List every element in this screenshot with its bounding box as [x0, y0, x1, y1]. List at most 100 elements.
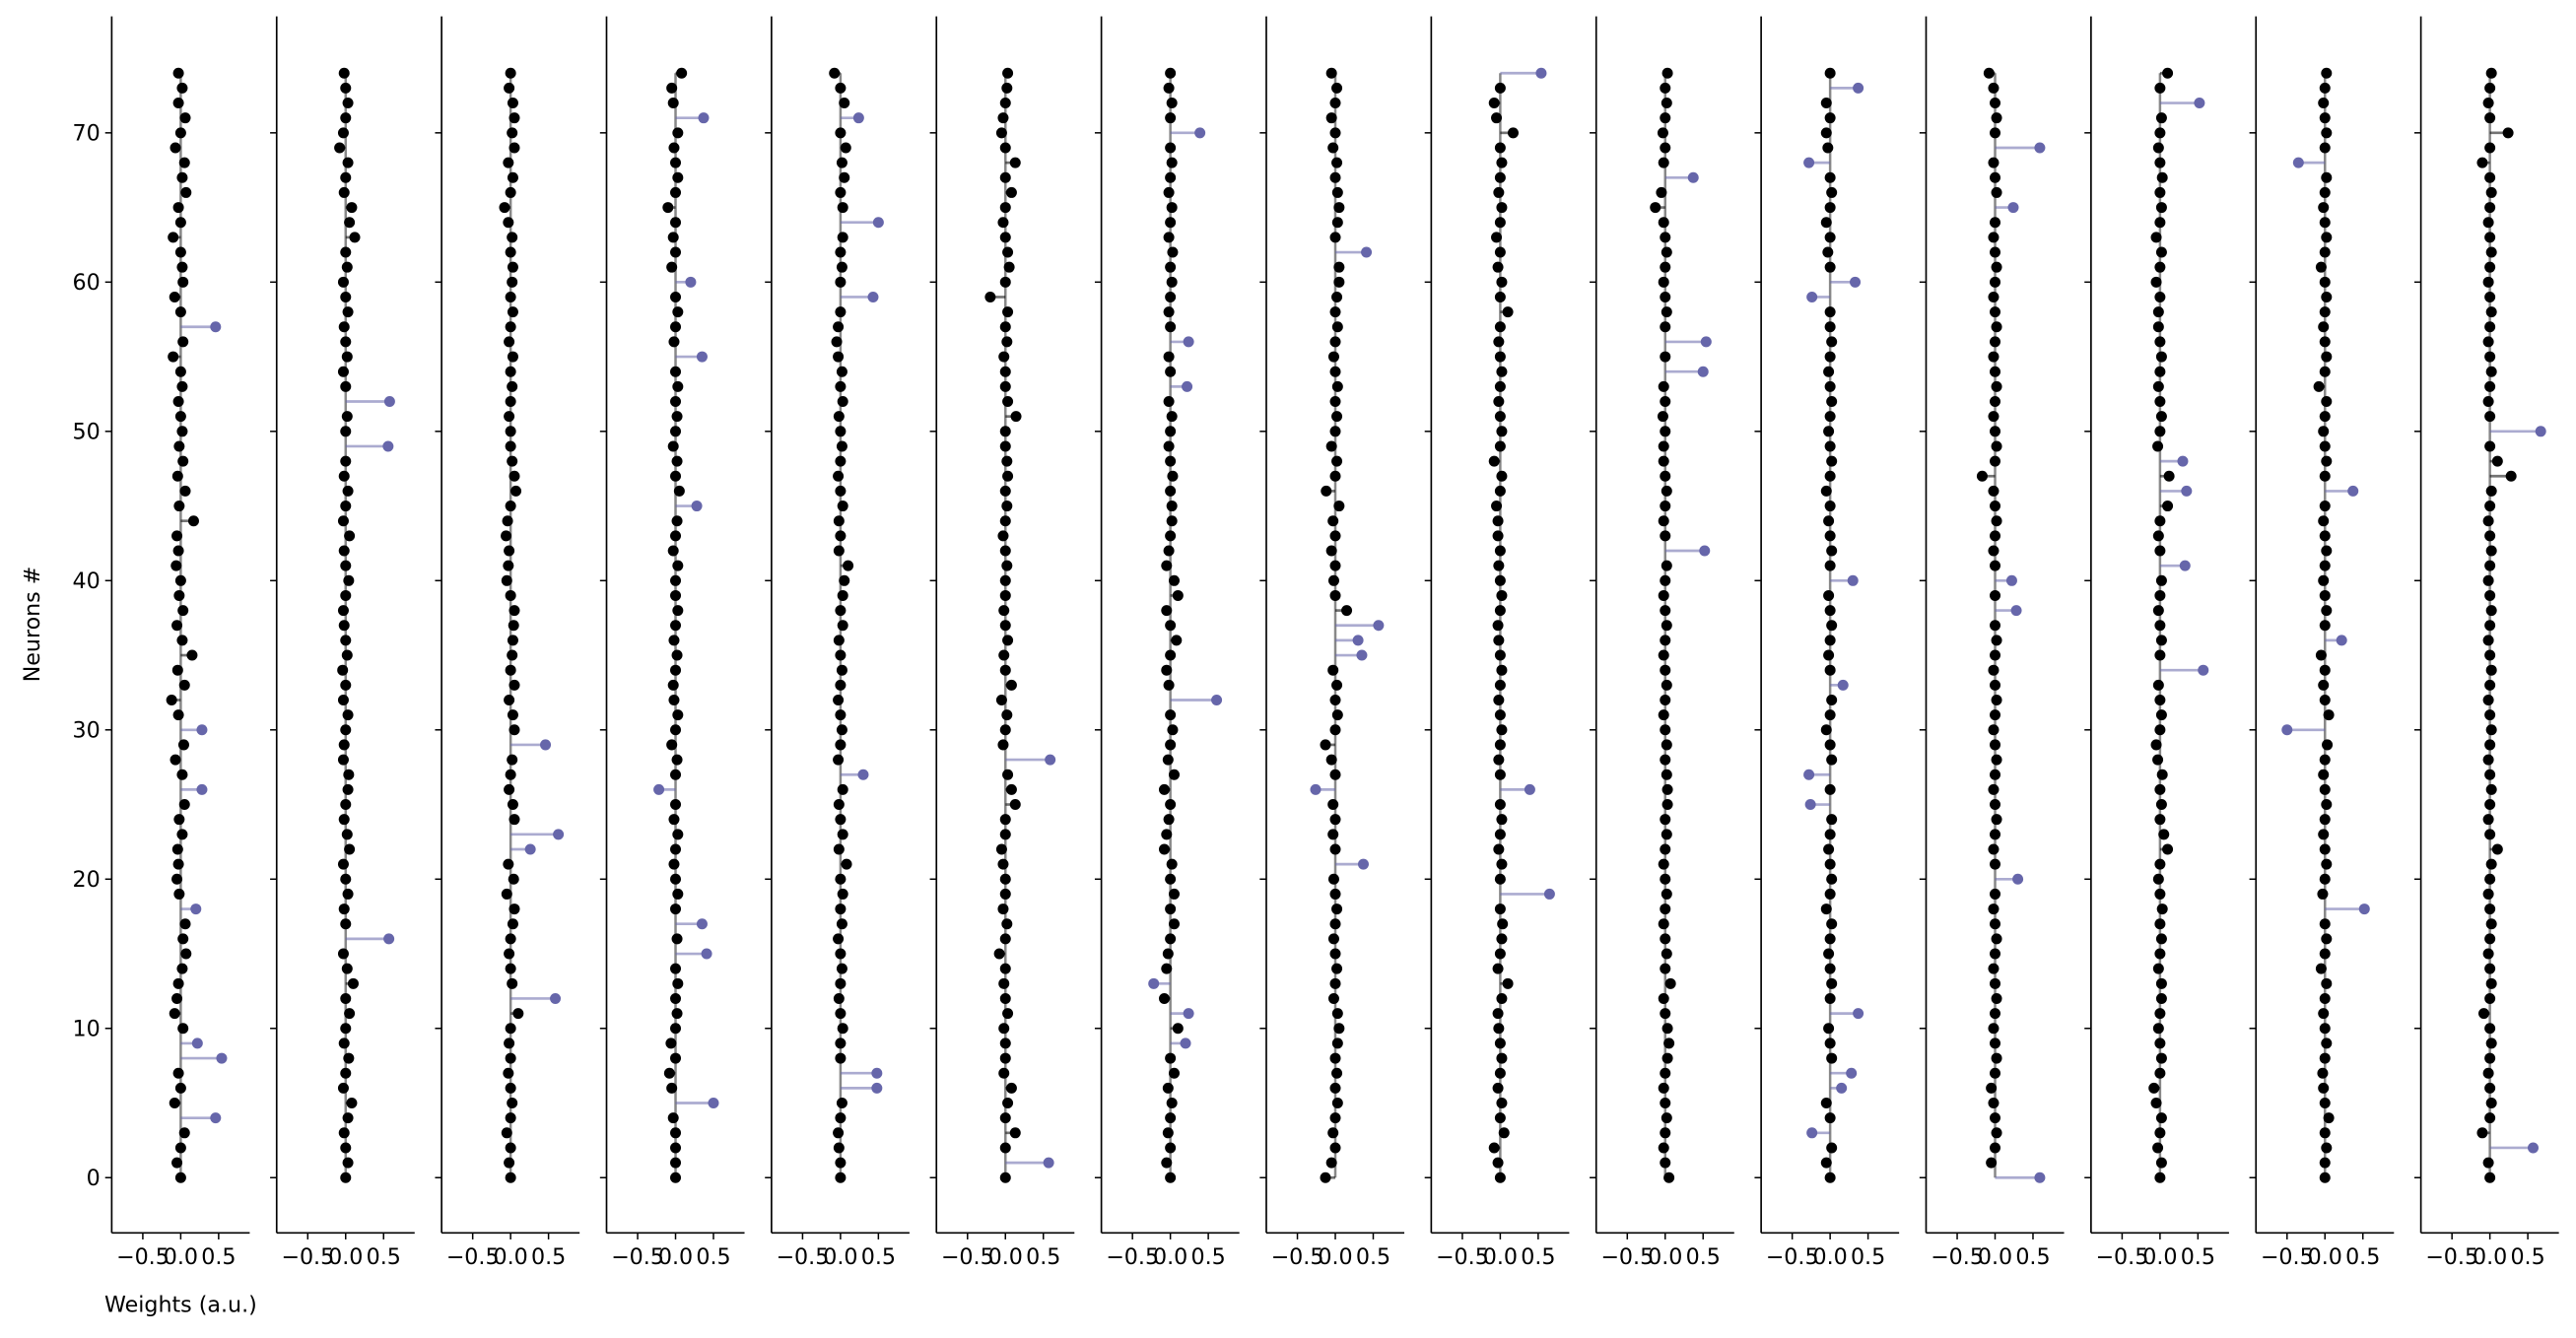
point: [1331, 963, 1343, 974]
point: [670, 157, 682, 168]
point: [383, 933, 395, 945]
point: [1165, 261, 1177, 273]
point: [1492, 1157, 1504, 1169]
x-tick-label: −0.5: [2261, 1244, 2314, 1270]
point: [505, 321, 516, 333]
point: [667, 545, 679, 557]
point: [1824, 171, 1836, 183]
point: [1493, 336, 1505, 348]
point: [503, 560, 514, 571]
point: [191, 1037, 203, 1049]
point: [836, 261, 847, 273]
point: [1661, 799, 1673, 811]
point: [341, 411, 353, 423]
point: [1806, 1127, 1818, 1139]
point: [1824, 351, 1836, 363]
point: [177, 455, 189, 467]
point: [2484, 411, 2496, 423]
point: [1165, 291, 1177, 302]
point: [1823, 843, 1835, 855]
point: [1329, 98, 1341, 109]
x-tick-label: 0.5: [2015, 1244, 2050, 1270]
point: [216, 1052, 228, 1064]
point: [344, 843, 356, 855]
point: [2318, 574, 2330, 586]
point: [1493, 186, 1505, 198]
point: [1661, 769, 1672, 780]
point: [2484, 321, 2496, 333]
point: [2527, 1142, 2539, 1154]
point: [999, 98, 1011, 109]
point: [2491, 843, 2503, 855]
point: [653, 783, 665, 795]
point: [1823, 589, 1835, 601]
point: [1494, 142, 1506, 154]
point: [2154, 783, 2166, 795]
point: [871, 1082, 883, 1094]
point: [1988, 232, 2000, 243]
point: [2484, 1052, 2496, 1064]
point: [505, 1023, 516, 1035]
point: [671, 455, 683, 467]
point: [507, 649, 518, 661]
point: [2484, 799, 2496, 811]
point: [1986, 1157, 1998, 1169]
point: [2154, 888, 2166, 900]
point: [1661, 98, 1672, 109]
point: [512, 1008, 524, 1020]
point: [1168, 574, 1180, 586]
point: [2158, 829, 2170, 840]
point: [1661, 739, 1672, 751]
point: [1820, 724, 1832, 736]
point: [1331, 82, 1343, 94]
point: [1824, 261, 1836, 273]
point: [1657, 127, 1668, 139]
point: [2321, 799, 2333, 811]
point: [1183, 1008, 1194, 1020]
point: [833, 411, 845, 423]
point: [176, 380, 188, 392]
point: [179, 112, 191, 124]
point: [1823, 366, 1835, 377]
point: [507, 380, 518, 392]
point: [1494, 799, 1506, 811]
point: [169, 1008, 180, 1020]
point: [1990, 620, 2001, 632]
point: [1327, 829, 1339, 840]
point: [177, 276, 189, 288]
point: [670, 724, 682, 736]
point: [1329, 470, 1341, 482]
point: [833, 1142, 845, 1154]
point: [1502, 306, 1514, 318]
point: [1658, 276, 1669, 288]
point: [1660, 574, 1671, 586]
point: [2154, 186, 2166, 198]
point: [2485, 485, 2497, 497]
point: [174, 1142, 186, 1154]
point: [177, 933, 189, 945]
point: [2155, 411, 2167, 423]
point: [341, 649, 353, 661]
point: [1009, 1127, 1021, 1139]
point: [1333, 202, 1345, 214]
point: [833, 754, 845, 766]
point: [1657, 411, 1668, 423]
point: [1990, 858, 2001, 870]
point: [338, 903, 350, 915]
point: [1661, 306, 1672, 318]
point: [2154, 157, 2166, 168]
point: [1824, 783, 1836, 795]
point: [1161, 605, 1173, 617]
point: [995, 127, 1007, 139]
x-tick-label: 0.5: [2181, 1244, 2215, 1270]
point: [2319, 783, 2331, 795]
point: [837, 1023, 848, 1035]
point: [2485, 1037, 2497, 1049]
point: [1329, 948, 1341, 960]
point: [177, 336, 189, 348]
point: [2476, 157, 2488, 168]
point: [168, 232, 179, 243]
point: [671, 411, 683, 423]
point: [505, 1142, 516, 1154]
